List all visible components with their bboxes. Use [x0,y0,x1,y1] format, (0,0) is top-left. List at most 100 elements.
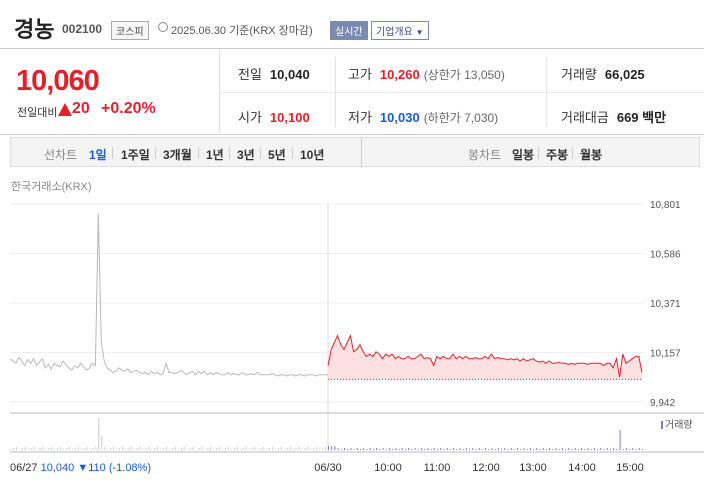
volume-bar [356,448,358,450]
volume-bar [316,447,318,450]
volume-bar [245,447,247,450]
tab-1day[interactable]: 1일 [89,148,107,162]
volume-bar [414,448,416,450]
volume-bar [39,448,41,450]
volume-bar [574,448,576,450]
volume-bar [183,447,185,450]
volume-bar [304,448,306,450]
volume-bar [581,448,583,450]
x-tick-label: 11:00 [424,462,451,474]
volume-bar [180,448,182,450]
tab-1year[interactable]: 1년 [206,148,224,162]
tab-weekly-candle[interactable]: 주봉 [546,148,569,162]
volume-bar [280,447,282,450]
stat-label: 거래량 [561,67,597,82]
volume-bar [379,449,381,450]
tab-10year[interactable]: 10년 [300,148,325,162]
line-chart-label: 선차트 [44,148,78,162]
volume-bar [104,447,106,450]
chart-tabs: 선차트 1일 1주일 3개월 1년 3년 5년 10년 봉차트 일봉 주봉 월봉 [10,137,700,167]
volume-bar [207,448,209,450]
stat-low: 저가 10,030 (하한가 7,030) [348,107,498,126]
upper-limit: (상한가 13,050) [423,68,505,82]
volume-bar [520,449,522,450]
volume-bar [222,449,223,450]
volume-legend: 거래량 [665,419,693,431]
change-label: 전일대비 [17,107,58,119]
volume-bar [501,449,502,450]
volume-bar [436,449,438,450]
volume-bar [266,449,268,450]
up-triangle-icon [58,103,72,116]
volume-bar [254,447,256,450]
volume-bar [166,447,168,450]
volume-bar [382,448,384,450]
tab-separator [198,147,199,159]
volume-bar [577,449,579,450]
volume-bar [124,449,126,450]
volume-bar [257,449,259,450]
y-axis-ticks: 10,801 10,586 10,371 10,157 9,942 [650,200,681,409]
realtime-badge[interactable]: 실시간 [330,21,368,40]
volume-bar [404,449,406,450]
market-badge: 코스피 [111,21,149,40]
volume-bar [600,448,602,450]
volume-bar [552,449,554,450]
volume-bar [71,449,73,450]
volume-bar [334,446,336,450]
volume-bar [198,448,200,450]
volume-bar [195,449,197,450]
volume-bar [310,449,312,450]
stat-open: 시가 10,100 [238,107,310,126]
volume-bar [449,449,451,450]
chart-source: 한국거래소(KRX) [11,181,92,193]
x-tick-label: 06/30 [314,462,342,474]
volume-bar [289,447,291,450]
volume-bar [65,448,67,450]
volume-bar [513,449,515,450]
tab-1week[interactable]: 1주일 [121,148,150,162]
volume-bar [171,448,173,450]
volume-bar [121,447,123,450]
volume-bar [98,418,100,450]
y-tick-label: 9,942 [650,398,675,409]
volume-bar [411,449,413,450]
stock-name: 경농 [14,17,55,42]
volume-bar [301,449,303,450]
volume-bar [201,447,203,450]
stat-value: 66,025 [604,67,645,82]
volume-bar [57,448,59,450]
volume-bar [369,448,371,450]
prev-summary-close: 10,040 [41,462,75,474]
prev-summary: 06/27 10,040 ▼110 (-1.08%) [10,462,151,474]
tab-monthly-candle[interactable]: 월봉 [580,148,603,162]
volume-bar [142,449,144,450]
volume-bar [475,449,477,450]
volume-bar [456,449,458,450]
volume-bar [385,449,387,450]
volume-bar [507,449,509,450]
stat-value: 10,260 [379,67,420,82]
volume-bar [485,448,486,450]
divider [220,92,704,93]
tab-5year[interactable]: 5년 [268,148,286,162]
tab-daily-candle[interactable]: 일봉 [512,148,535,162]
y-tick-label: 10,586 [650,250,681,261]
volume-bar [392,449,394,450]
volume-bar [542,448,544,450]
company-info-button[interactable]: 기업개요 ▼ [371,21,429,40]
volume-bar [494,449,496,450]
volume-bar [430,449,432,450]
volume-legend-swatch [661,421,663,429]
volume-bar [462,449,464,450]
volume-bar [51,447,53,450]
volume-bar [107,449,109,450]
prev-summary-change: ▼110 [77,462,105,474]
volume-bar [286,448,288,450]
volume-bar [283,449,285,450]
tab-3year[interactable]: 3년 [237,148,255,162]
tab-3month[interactable]: 3개월 [163,148,192,162]
volume-bar [587,448,589,450]
volume-bar [227,447,229,450]
volume-bar [154,448,156,450]
